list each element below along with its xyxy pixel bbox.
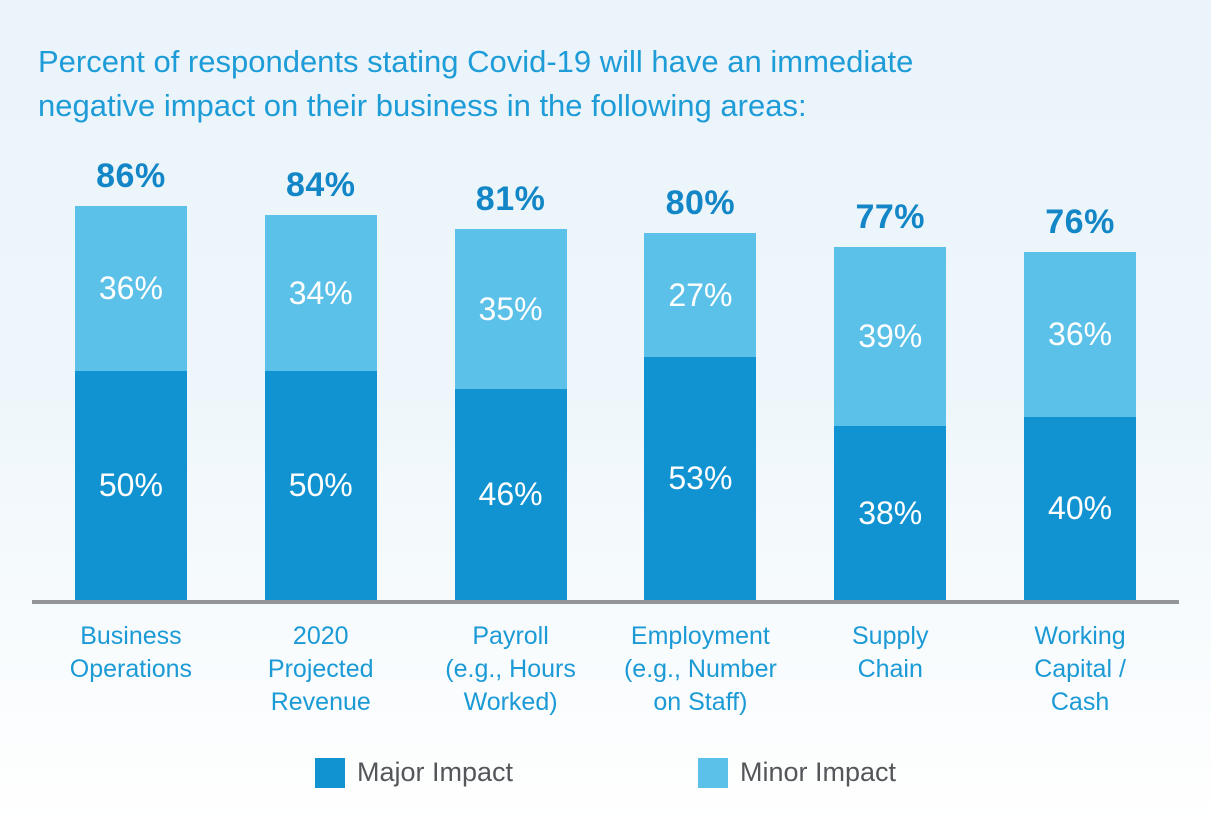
major-value-label: 53%	[668, 460, 733, 497]
stacked-bar: 36% 40%	[1024, 252, 1137, 601]
legend-item-minor-impact: Minor Impact	[698, 757, 896, 788]
minor-impact-segment: 36%	[1024, 252, 1137, 418]
bar-group-supply-chain: 77% 39% 38%	[795, 198, 985, 601]
minor-value-label: 36%	[1048, 316, 1113, 353]
total-label: 84%	[285, 166, 356, 205]
major-impact-segment: 53%	[644, 357, 757, 601]
major-impact-segment: 50%	[264, 371, 377, 601]
minor-impact-segment: 27%	[644, 233, 757, 358]
minor-impact-segment: 35%	[454, 229, 567, 390]
total-label: 81%	[475, 180, 546, 219]
bar-chart: 86% 36% 50% 84% 34% 50% 81% 35% 46% 80% …	[0, 132, 1211, 601]
bar-group-payroll: 81% 35% 46%	[416, 180, 606, 601]
total-label: 86%	[96, 157, 166, 196]
minor-impact-segment: 34%	[264, 215, 377, 372]
major-value-label: 40%	[1048, 490, 1113, 527]
bar-group-2020-projected-revenue: 84% 34% 50%	[226, 166, 416, 601]
legend-label: Major Impact	[356, 757, 513, 788]
minor-value-label: 27%	[668, 276, 733, 313]
total-label: 80%	[665, 184, 736, 223]
x-axis-line	[32, 600, 1179, 605]
bar-group-employment: 80% 27% 53%	[605, 184, 795, 601]
minor-impact-swatch-icon	[698, 757, 728, 788]
category-label-payroll: Payroll (e.g., Hours Worked)	[445, 622, 576, 717]
minor-value-label: 39%	[858, 318, 923, 355]
stacked-bar: 35% 46%	[454, 229, 567, 601]
minor-value-label: 34%	[288, 274, 353, 311]
stacked-bar: 27% 53%	[644, 233, 757, 601]
stacked-bar: 36% 50%	[74, 206, 187, 601]
major-value-label: 50%	[98, 467, 163, 504]
major-impact-segment: 38%	[834, 426, 947, 601]
major-impact-segment: 40%	[1024, 417, 1137, 601]
legend-label: Minor Impact	[740, 757, 897, 788]
stacked-bar: 34% 50%	[264, 215, 377, 601]
total-label: 77%	[855, 198, 925, 237]
minor-impact-segment: 36%	[74, 206, 187, 372]
major-value-label: 38%	[858, 494, 923, 531]
total-label: 76%	[1045, 203, 1115, 242]
minor-value-label: 36%	[98, 270, 163, 307]
category-label-business-operations: Business Operations	[69, 622, 193, 684]
major-value-label: 50%	[288, 467, 353, 504]
major-impact-swatch-icon	[314, 757, 345, 788]
major-impact-segment: 50%	[74, 371, 187, 601]
bar-group-business-operations: 86% 36% 50%	[36, 157, 226, 601]
minor-impact-segment: 39%	[834, 247, 947, 427]
legend-item-major-impact: Major Impact	[314, 757, 513, 788]
major-impact-segment: 46%	[454, 389, 567, 601]
stacked-bar: 39% 38%	[834, 247, 947, 601]
category-label-2020-projected-revenue: 2020 Projected Revenue	[267, 622, 374, 717]
category-label-working-capital: Working Capital / Cash	[1034, 622, 1126, 717]
chart-legend: Major Impact Minor Impact	[0, 757, 1211, 788]
chart-title-line-1: Percent of respondents stating Covid-19 …	[38, 44, 914, 79]
category-label-employment: Employment (e.g., Number on Staff)	[623, 622, 777, 717]
category-label-supply-chain: Supply Chain	[852, 622, 929, 684]
major-value-label: 46%	[478, 476, 543, 513]
chart-title-line-2: negative impact on their business in the…	[38, 88, 807, 124]
minor-value-label: 35%	[478, 290, 543, 327]
bar-group-working-capital: 76% 36% 40%	[985, 203, 1175, 601]
category-labels: Business Operations 2020 Projected Revenue …	[0, 620, 1211, 719]
chart-title: Percent of respondents stating Covid-19 …	[0, 0, 1211, 128]
